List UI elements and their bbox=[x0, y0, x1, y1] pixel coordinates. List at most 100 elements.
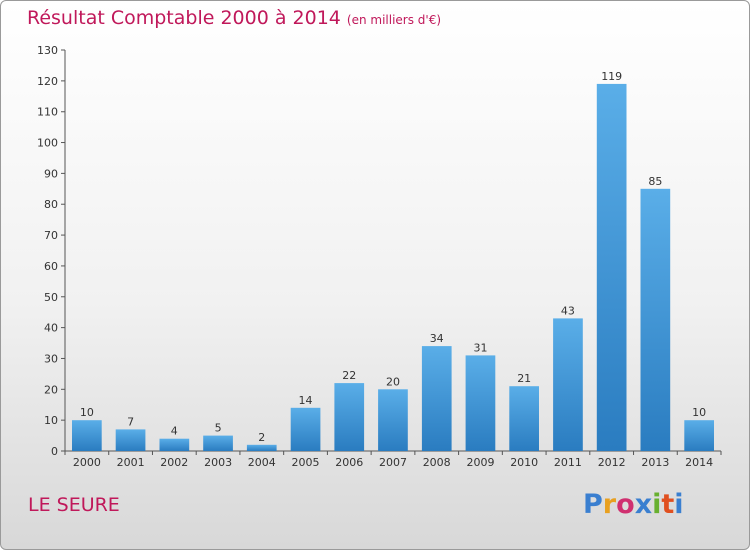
x-tick-label: 2009 bbox=[467, 456, 495, 469]
bar-value-label: 7 bbox=[127, 415, 134, 428]
bar-value-label: 22 bbox=[342, 369, 356, 382]
x-tick: 2013 bbox=[633, 451, 669, 469]
bar-2009[interactable] bbox=[465, 355, 496, 451]
proxiti-logo[interactable]: Proxiti bbox=[583, 489, 684, 520]
y-tick-label: 130 bbox=[37, 44, 58, 57]
x-tick: 2005 bbox=[283, 451, 320, 469]
x-tick: 2007 bbox=[370, 451, 407, 469]
x-tick-label: 2014 bbox=[685, 456, 713, 469]
chart-title: Résultat Comptable 2000 à 2014 (en millie… bbox=[27, 7, 441, 29]
y-tick-label: 20 bbox=[44, 383, 58, 396]
y-tick-label: 60 bbox=[44, 260, 58, 273]
bar-2004[interactable] bbox=[246, 444, 277, 451]
y-tick: 30 bbox=[44, 352, 65, 365]
y-tick: 10 bbox=[44, 414, 65, 427]
logo-letter: t bbox=[661, 489, 675, 520]
y-tick: 70 bbox=[44, 229, 65, 242]
bar-value-label: 20 bbox=[386, 375, 400, 388]
bar-value-label: 10 bbox=[80, 406, 94, 419]
bar-2013[interactable] bbox=[640, 188, 671, 452]
y-tick: 40 bbox=[44, 322, 65, 335]
bar-2012[interactable] bbox=[596, 83, 627, 452]
logo-letter: r bbox=[602, 489, 617, 520]
bar-2011[interactable] bbox=[553, 318, 583, 451]
logo-letter: x bbox=[634, 489, 653, 520]
y-tick-label: 90 bbox=[44, 167, 58, 180]
x-tick-label: 2005 bbox=[292, 456, 320, 469]
logo-letter: i bbox=[652, 489, 662, 520]
y-tick-label: 50 bbox=[44, 291, 58, 304]
y-tick: 20 bbox=[44, 383, 65, 396]
bar-2002[interactable] bbox=[159, 438, 190, 451]
location-label: LE SEURE bbox=[28, 494, 120, 516]
x-tick: 2003 bbox=[195, 451, 232, 469]
bar-value-label: 14 bbox=[299, 394, 313, 407]
y-tick-label: 120 bbox=[37, 75, 58, 88]
y-tick-label: 0 bbox=[51, 445, 58, 458]
bar-value-label: 21 bbox=[517, 372, 531, 385]
y-tick-label: 10 bbox=[44, 414, 58, 427]
bar-2006[interactable] bbox=[334, 383, 365, 451]
logo-letter: P bbox=[583, 489, 603, 520]
x-tick-label: 2011 bbox=[554, 456, 582, 469]
x-tick-label: 2003 bbox=[204, 456, 232, 469]
bar-2001[interactable] bbox=[115, 429, 146, 451]
bar-2005[interactable] bbox=[290, 407, 321, 451]
y-tick: 90 bbox=[44, 167, 65, 180]
x-tick: 2010 bbox=[501, 451, 538, 469]
bar-value-label: 43 bbox=[561, 304, 575, 317]
y-tick: 100 bbox=[37, 137, 65, 150]
x-tick: 2008 bbox=[414, 451, 451, 469]
y-tick-label: 80 bbox=[44, 198, 58, 211]
x-tick-label: 2002 bbox=[160, 456, 188, 469]
bars: 10 7 4 5 2 14 22 20 34 31 21 43 119 85 10 bbox=[72, 70, 714, 452]
y-tick-label: 30 bbox=[44, 352, 58, 365]
x-tick-label: 2000 bbox=[73, 456, 101, 469]
bar-value-label: 119 bbox=[601, 70, 622, 83]
bar-value-label: 34 bbox=[430, 332, 444, 345]
x-tick: 2011 bbox=[545, 451, 582, 469]
x-tick: 2002 bbox=[151, 451, 188, 469]
y-tick: 130 bbox=[37, 44, 65, 57]
x-tick-label: 2008 bbox=[423, 456, 451, 469]
logo-letter: i bbox=[674, 489, 684, 520]
bar-value-label: 31 bbox=[474, 341, 488, 354]
y-tick: 110 bbox=[37, 106, 65, 119]
x-tick: 2001 bbox=[108, 451, 145, 469]
y-tick: 80 bbox=[44, 198, 65, 211]
x-tick-label: 2013 bbox=[641, 456, 669, 469]
bar-value-label: 4 bbox=[171, 425, 178, 438]
x-tick: 2012 bbox=[589, 451, 626, 469]
bar-2010[interactable] bbox=[509, 386, 539, 451]
x-tick-label: 2012 bbox=[598, 456, 626, 469]
x-tick-label: 2006 bbox=[335, 456, 363, 469]
bar-value-label: 5 bbox=[215, 422, 222, 435]
x-tick-label: 2007 bbox=[379, 456, 407, 469]
x-tick: 2004 bbox=[239, 451, 276, 469]
bar-2007[interactable] bbox=[378, 389, 408, 451]
y-tick-label: 110 bbox=[37, 106, 58, 119]
chart-title-unit: (en milliers d'€) bbox=[346, 13, 442, 27]
x-tick-label: 2001 bbox=[117, 456, 145, 469]
chart-title-main: Résultat Comptable 2000 à 2014 bbox=[27, 7, 341, 29]
x-tick: 2009 bbox=[458, 451, 495, 469]
bar-2008[interactable] bbox=[421, 346, 452, 451]
y-tick-label: 40 bbox=[44, 322, 58, 335]
x-tick-label: 2004 bbox=[248, 456, 276, 469]
bar-2014[interactable] bbox=[684, 420, 714, 451]
bar-value-label: 85 bbox=[648, 175, 662, 188]
y-tick: 0 bbox=[51, 445, 65, 458]
y-tick: 120 bbox=[37, 75, 65, 88]
y-tick: 50 bbox=[44, 291, 65, 304]
x-tick: 2014 bbox=[676, 451, 713, 469]
bar-2003[interactable] bbox=[203, 435, 233, 451]
x-tick-label: 2010 bbox=[510, 456, 538, 469]
bar-value-label: 2 bbox=[258, 431, 265, 444]
y-tick: 60 bbox=[44, 260, 65, 273]
logo-letter: o bbox=[616, 489, 635, 520]
bar-2000[interactable] bbox=[72, 420, 102, 451]
x-tick: 2000 bbox=[64, 451, 101, 469]
y-tick-label: 100 bbox=[37, 137, 58, 150]
